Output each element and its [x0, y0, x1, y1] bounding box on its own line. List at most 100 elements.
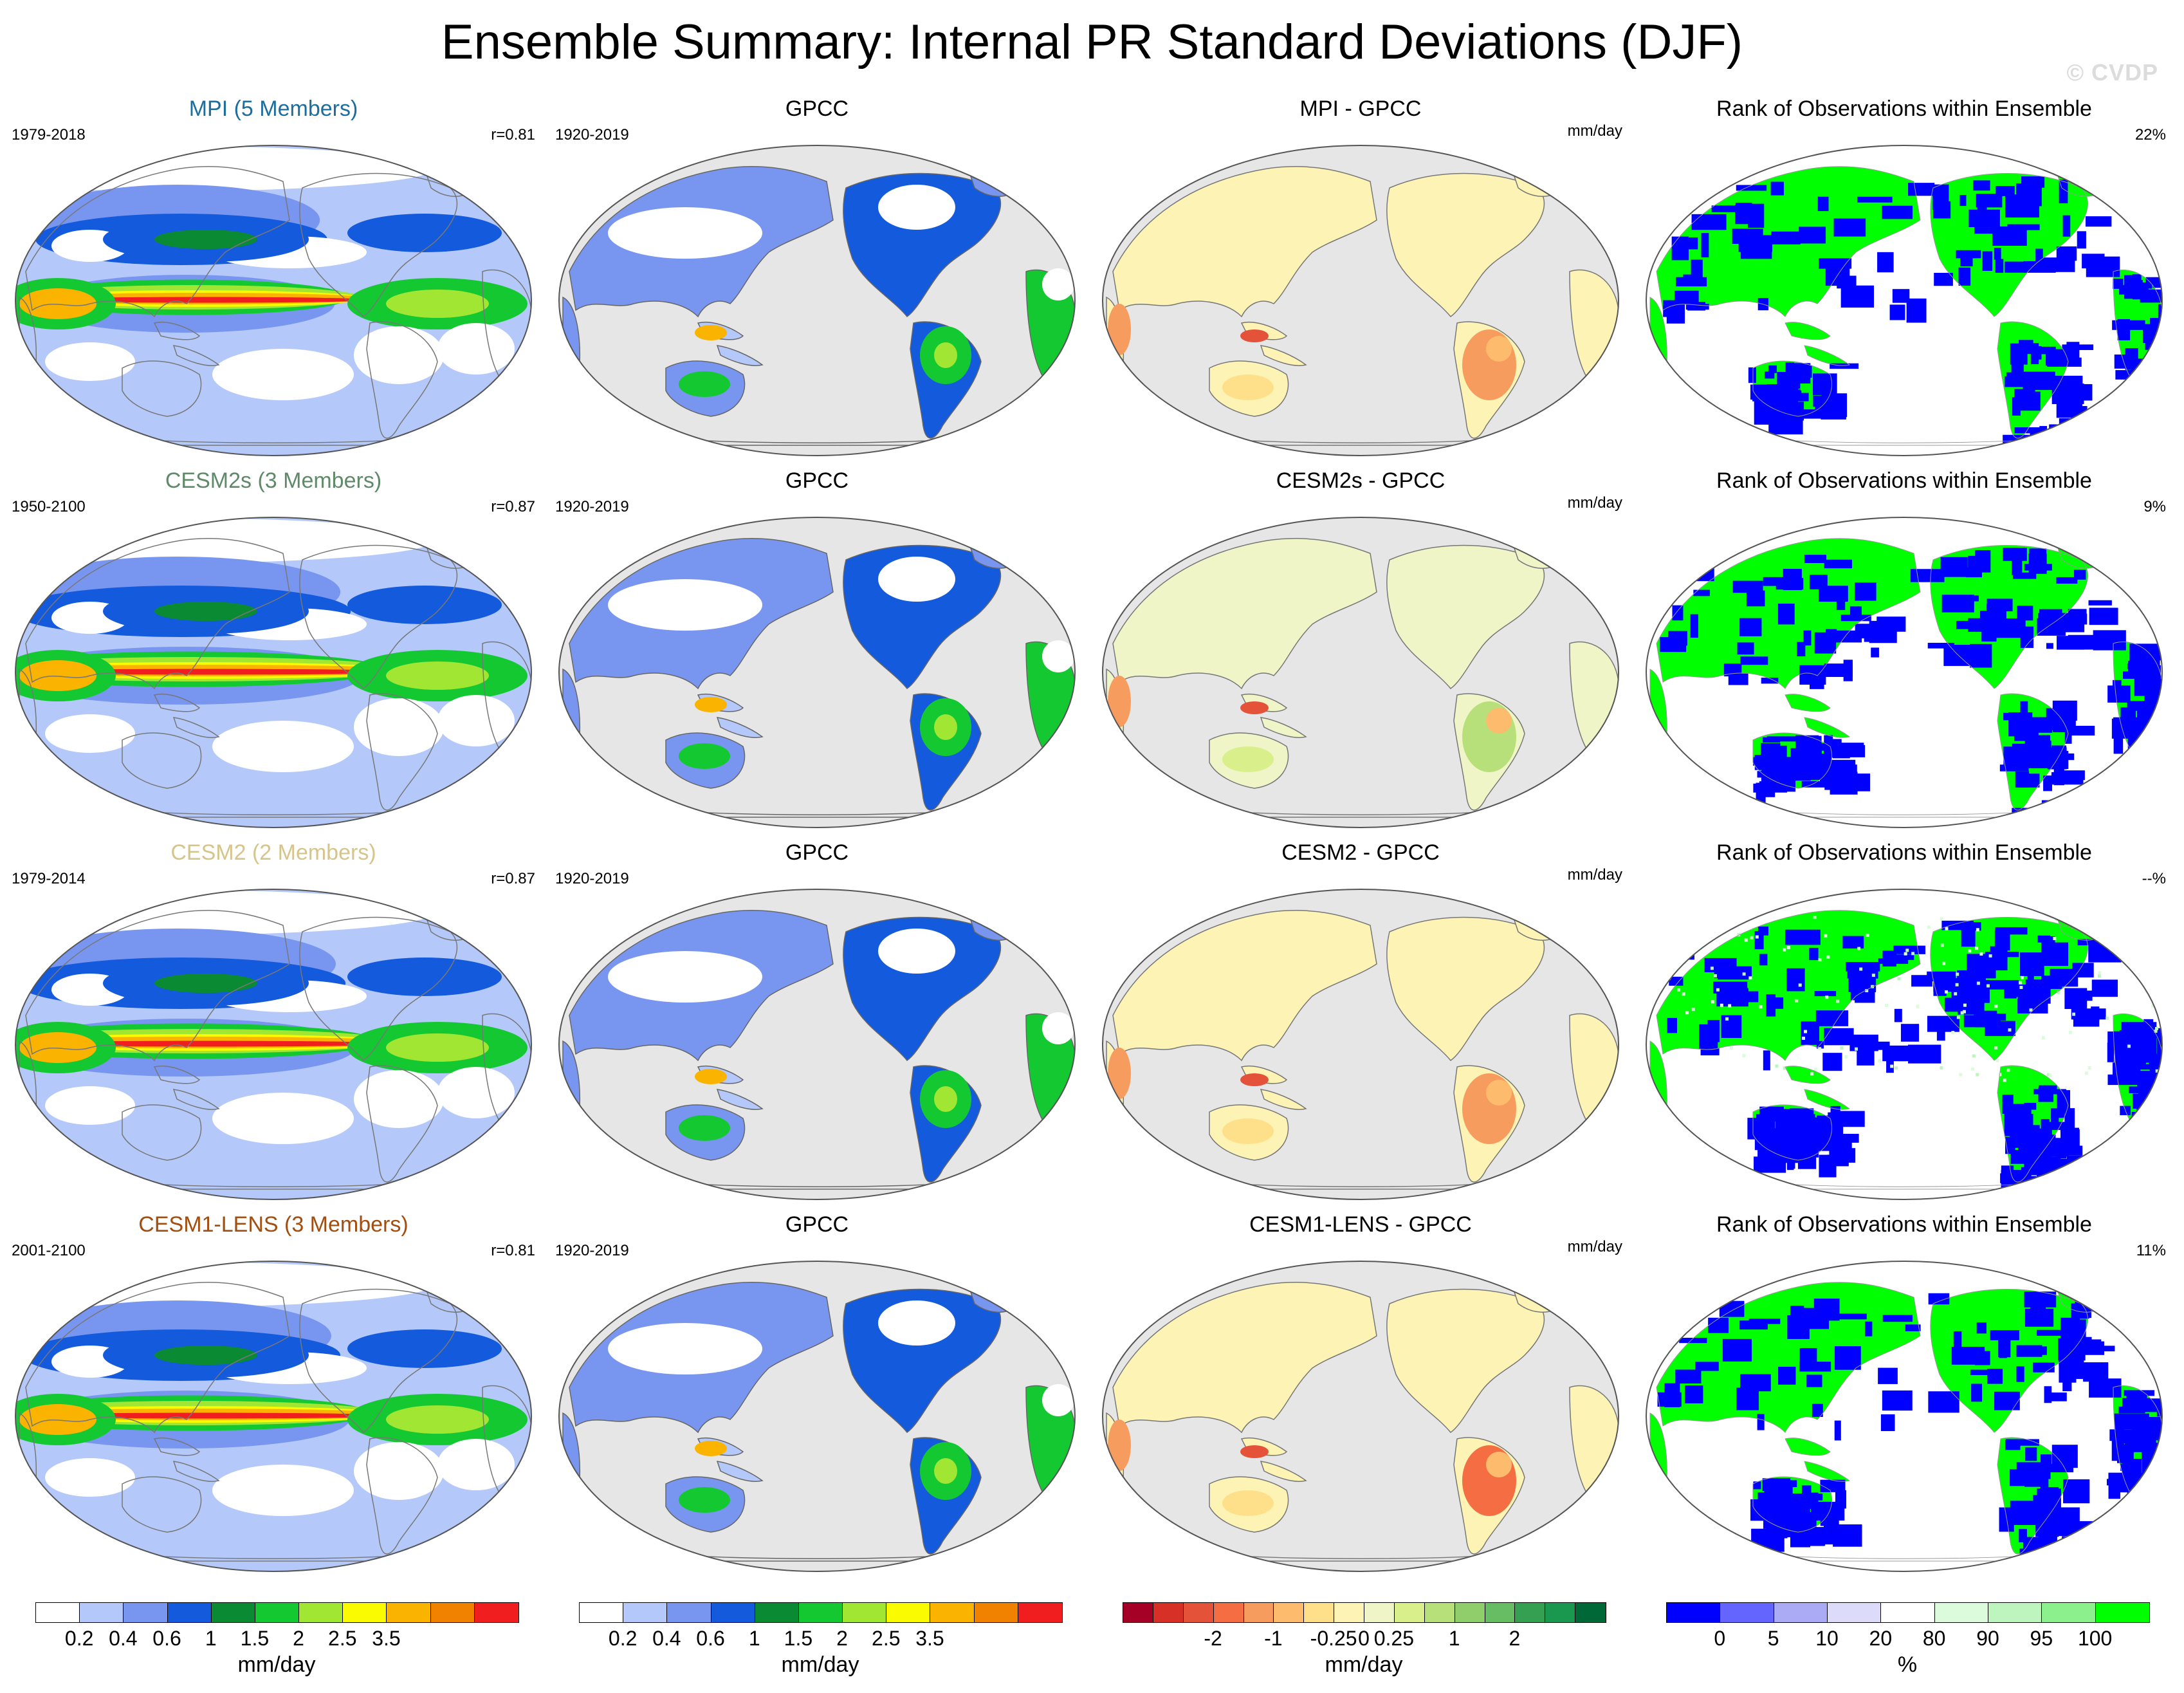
rank-speckle — [1840, 1046, 1844, 1050]
diff-land-field — [1112, 910, 1377, 1062]
model-dry-zone — [212, 1465, 354, 1516]
rank-speckle — [2003, 548, 2027, 561]
model-field-contour — [347, 214, 502, 252]
rank-speckle — [2063, 1167, 2083, 1176]
rank-speckle — [2005, 376, 2039, 387]
rank-speckle — [2161, 743, 2162, 761]
model-field-contour — [19, 1032, 96, 1063]
model-field-contour — [19, 660, 96, 691]
rank-speckle — [2136, 1107, 2162, 1124]
rank-speckle — [1882, 1315, 1913, 1322]
rank-speckle — [1895, 1066, 1898, 1070]
rank-speckle — [2089, 1378, 2122, 1398]
rank-speckle — [1934, 273, 1953, 286]
rank-speckle — [1759, 385, 1776, 405]
rank-speckle — [1693, 589, 1710, 597]
colorbar-tick-label: 1.5 — [240, 1627, 270, 1650]
obs-years-label: 1920-2019 — [555, 126, 629, 143]
obs-land-field — [695, 325, 727, 340]
rank-speckle — [1995, 259, 2004, 273]
rank-speckle — [2127, 1044, 2131, 1048]
diff-land-field — [1222, 1118, 1274, 1144]
rank-speckle — [1815, 1527, 1826, 1546]
rank-speckle — [2037, 935, 2051, 943]
rank-speckle — [1854, 1047, 1858, 1051]
diff-land-field — [1108, 676, 1131, 727]
rank-speckle — [1669, 976, 1684, 986]
rank-speckle — [1848, 976, 1877, 992]
rank-speckle — [2012, 560, 2023, 575]
rank-panel-title: Rank of Observations within Ensemble — [1716, 97, 2092, 121]
rank-speckle — [2056, 246, 2077, 261]
rank-speckle — [1783, 948, 1786, 952]
coastline — [122, 1104, 202, 1161]
rank-speckle — [2019, 981, 2023, 985]
rank-speckle — [1720, 1003, 1723, 1007]
rank-speckle — [2062, 1373, 2072, 1392]
colorbar-swatch — [474, 1603, 518, 1622]
rank-speckle — [2129, 1086, 2141, 1093]
rank-speckle — [1809, 575, 1828, 589]
rank-speckle — [1679, 1337, 1707, 1344]
rank-speckle — [1776, 1480, 1797, 1488]
pattern-correlation-label: r=0.81 — [491, 1242, 535, 1259]
rank-speckle — [1840, 285, 1874, 308]
rank-speckle — [2005, 261, 2030, 273]
panel-rank-row2: Rank of Observations within Ensemble 9% — [1637, 468, 2171, 840]
rank-speckle — [1844, 1055, 1848, 1059]
rank-speckle — [2157, 1115, 2162, 1123]
rank-speckle — [1916, 1004, 1920, 1008]
obs-land-field — [695, 1441, 727, 1456]
coastline — [299, 544, 458, 689]
rank-speckle — [2053, 1111, 2065, 1118]
colorbar-swatch — [1515, 1603, 1546, 1622]
rank-speckle — [1775, 1064, 1779, 1068]
rank-speckle — [2048, 1073, 2052, 1077]
rank-speckle — [2141, 948, 2145, 952]
model-map — [15, 517, 532, 828]
rank-speckle — [1945, 927, 1949, 930]
rank-speckle — [1766, 1522, 1774, 1535]
rank-speckle — [1685, 237, 1698, 250]
rank-speckle — [1927, 925, 1931, 929]
colorbar-swatch — [299, 1603, 344, 1622]
rank-speckle — [2155, 1026, 2159, 1030]
panel-obs-row1: GPCC 1920-2019 — [550, 97, 1084, 468]
rank-speckle — [1675, 1369, 1702, 1384]
diff-land-field — [1386, 1288, 1545, 1433]
rank-speckle — [2093, 1346, 2115, 1352]
rank-speckle — [1987, 598, 2013, 612]
rank-speckle — [2118, 1406, 2145, 1414]
pattern-correlation-label: r=0.81 — [491, 126, 535, 143]
panel-model-row3: CESM2 (2 Members) 1979-2014 r=0.87 — [6, 840, 540, 1212]
rank-speckle — [1994, 248, 2001, 260]
rank-speckle — [2128, 1473, 2155, 1479]
rank-speckle — [2029, 1008, 2033, 1012]
model-dry-zone — [212, 1093, 354, 1144]
rank-speckle — [1976, 928, 1979, 932]
rank-speckle — [1976, 981, 1980, 985]
rank-speckle — [2069, 1030, 2073, 1034]
rank-speckle — [1967, 954, 1996, 979]
obs-land-field — [934, 342, 957, 368]
rank-speckle — [1822, 1053, 1842, 1071]
rank-speckle — [2005, 1439, 2039, 1446]
colorbar-swatch — [1774, 1603, 1828, 1622]
model-map — [15, 889, 532, 1200]
rank-speckle — [1974, 227, 1996, 234]
rank-speckle — [2048, 1160, 2078, 1177]
rank-speckle — [2107, 1042, 2115, 1062]
colorbar-tick-label: 0.4 — [109, 1627, 138, 1650]
rank-speckle — [1663, 300, 1684, 317]
rank-speckle — [1891, 954, 1914, 960]
rank-speckle — [1878, 958, 1909, 964]
rank-speckle — [1746, 590, 1765, 607]
diff-panel-title: CESM1-LENS - GPCC — [1249, 1212, 1472, 1237]
rank-speckle — [1959, 194, 1967, 207]
rank-speckle — [1721, 1015, 1742, 1039]
map-border — [1646, 145, 2163, 456]
rank-speckle — [1836, 999, 1840, 1003]
rank-speckle — [1833, 218, 1866, 237]
panel-rank-row4: Rank of Observations within Ensemble 11% — [1637, 1212, 2171, 1584]
rank-speckle — [2161, 1116, 2162, 1138]
